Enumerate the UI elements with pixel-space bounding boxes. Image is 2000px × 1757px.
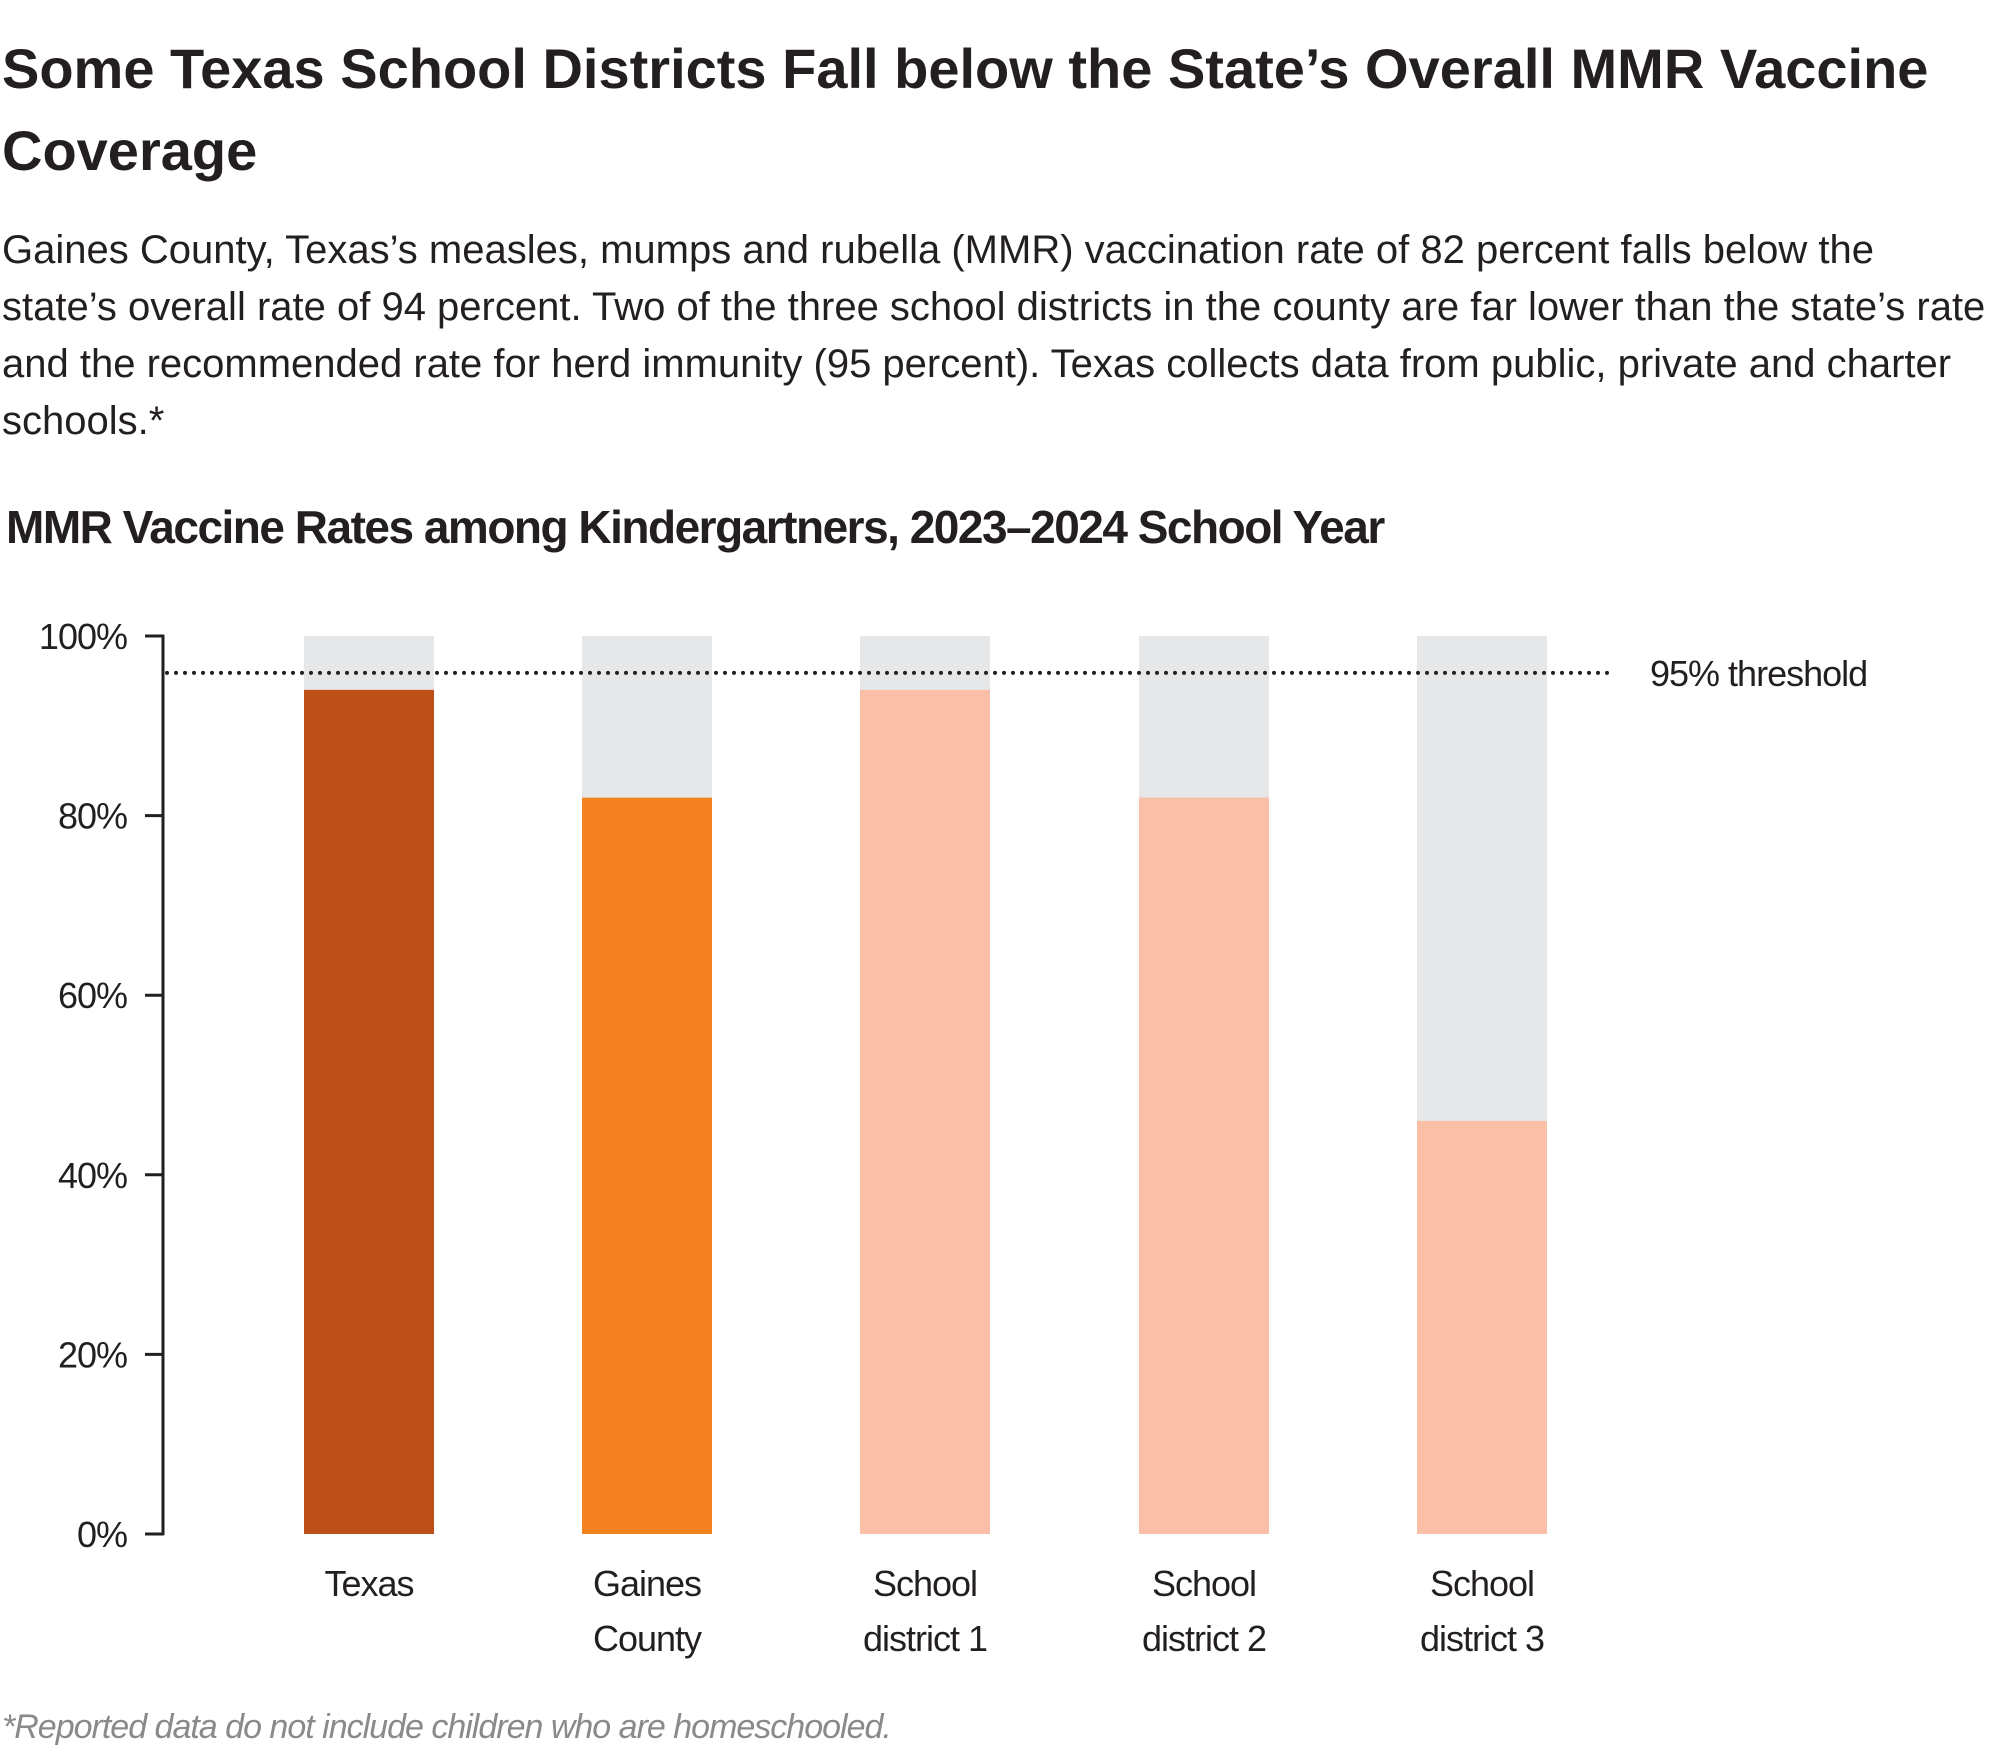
bar bbox=[304, 689, 434, 1534]
x-tick-label: Gaines bbox=[593, 1563, 701, 1604]
page-title: Some Texas School Districts Fall below t… bbox=[2, 37, 1929, 182]
x-tick-label: district 1 bbox=[863, 1618, 987, 1659]
x-tick-label: School bbox=[1430, 1563, 1534, 1604]
x-tick-label: School bbox=[873, 1563, 977, 1604]
bar bbox=[1139, 797, 1269, 1534]
subtitle: Gaines County, Texas’s measles, mumps an… bbox=[2, 228, 1986, 443]
x-tick-label: County bbox=[593, 1618, 702, 1659]
footnote: *Reported data do not include children w… bbox=[2, 1708, 892, 1746]
y-tick-label: 60% bbox=[58, 975, 127, 1016]
bar bbox=[582, 797, 712, 1534]
bar bbox=[1417, 1120, 1547, 1534]
x-tick-label: Texas bbox=[324, 1563, 413, 1604]
y-tick-label: 80% bbox=[58, 796, 127, 837]
threshold-label: 95% threshold bbox=[1650, 653, 1867, 694]
y-tick-label: 0% bbox=[77, 1514, 127, 1555]
bar bbox=[860, 689, 990, 1534]
y-tick-label: 100% bbox=[39, 616, 127, 657]
y-tick-label: 40% bbox=[58, 1155, 127, 1196]
chart-title: MMR Vaccine Rates among Kindergartners, … bbox=[6, 501, 1385, 553]
x-tick-label: district 2 bbox=[1142, 1618, 1266, 1659]
x-tick-label: School bbox=[1152, 1563, 1256, 1604]
y-tick-label: 20% bbox=[58, 1334, 127, 1375]
x-tick-label: district 3 bbox=[1420, 1618, 1544, 1659]
